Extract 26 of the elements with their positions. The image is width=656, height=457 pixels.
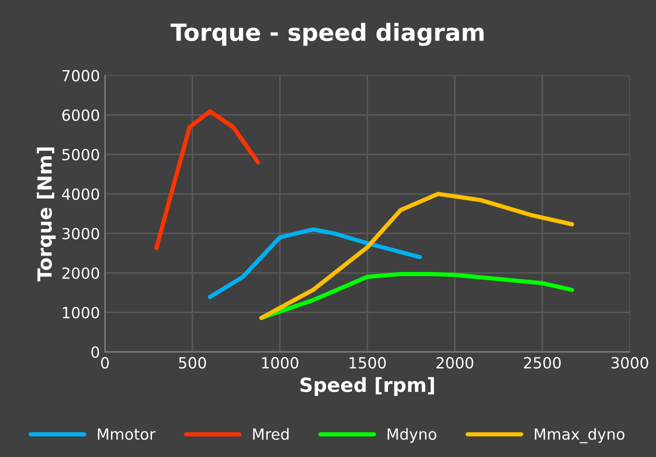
line-series	[259, 192, 574, 320]
line-series	[208, 227, 422, 300]
legend-label: Mmotor	[98, 428, 156, 440]
y-tick-label: 6000	[62, 109, 100, 121]
y-tick-label: 3000	[62, 228, 100, 240]
y-tick-label: 2000	[62, 267, 100, 279]
x-tick-label: 1000	[262, 357, 298, 369]
x-axis-title: Speed [rpm]	[300, 377, 434, 396]
x-tick-label: 2500	[524, 357, 561, 369]
y-tick-label: 0	[91, 346, 100, 358]
y-tick-label: 5000	[62, 148, 100, 160]
x-tick-label: 1500	[350, 357, 386, 369]
legend-label: Mmax_dyno	[534, 428, 624, 444]
chart-title: Torque - speed diagram	[170, 22, 484, 46]
x-tick-label: 500	[179, 357, 206, 369]
y-tick-label: 1000	[62, 306, 100, 318]
y-tick-label: 7000	[62, 70, 100, 82]
y-tick-label: 4000	[62, 188, 100, 200]
legend-label: Mred	[253, 428, 289, 440]
line-series	[154, 109, 260, 250]
line-series	[259, 272, 574, 320]
y-axis-title: Torque [Nm]	[36, 147, 56, 282]
x-tick-label: 2000	[436, 357, 474, 369]
legend-label: Mdyno	[388, 428, 436, 443]
x-tick-label: 0	[101, 357, 109, 369]
x-tick-label: 3000	[611, 357, 648, 369]
